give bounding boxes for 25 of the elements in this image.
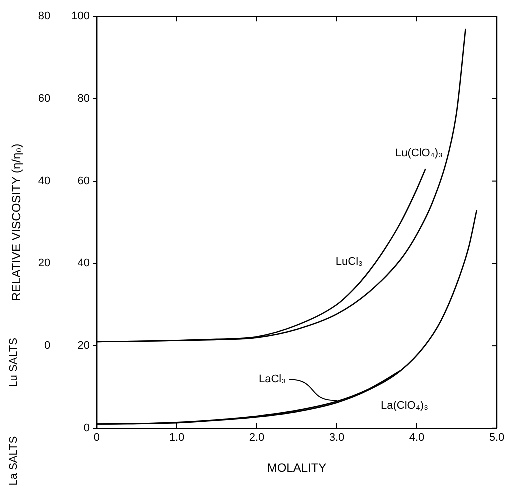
series-label: Lu(ClO₄)₃ [396,147,443,160]
series-label: LuCl₃ [336,256,363,268]
y2-tick-label: 60 [78,175,90,188]
y-tick-label: 80 [38,10,51,23]
x-tick-label: 5.0 [489,432,505,444]
y2-tick-label: 80 [78,92,90,105]
x-tick-label: 1.0 [169,432,185,444]
y-tick-label: 20 [38,258,51,270]
y2-tick-label: 40 [78,258,90,270]
y2-tick-label: 20 [78,340,90,352]
series-label: La(ClO₄)₃ [380,400,428,412]
y2-tick-label: 0 [84,422,90,434]
x-tick-label: 2.0 [249,432,265,444]
text: Lu SALTS [8,338,20,388]
x-axis-title: MOLALITY [267,461,327,476]
y-tick-label: 40 [38,175,51,188]
text: LaCl₃ [258,374,286,386]
x-tick-label: 0 [94,432,100,444]
y-tick-label: 0 [44,340,51,352]
y2-tick-label: 100 [72,10,90,23]
text: La SALTS [8,436,20,486]
x-tick-label: 3.0 [329,432,345,444]
y-axis-title: RELATIVE VISCOSITY (η/η₀) [10,144,24,302]
x-tick-label: 4.0 [409,432,425,444]
y-tick-label: 60 [38,92,51,105]
